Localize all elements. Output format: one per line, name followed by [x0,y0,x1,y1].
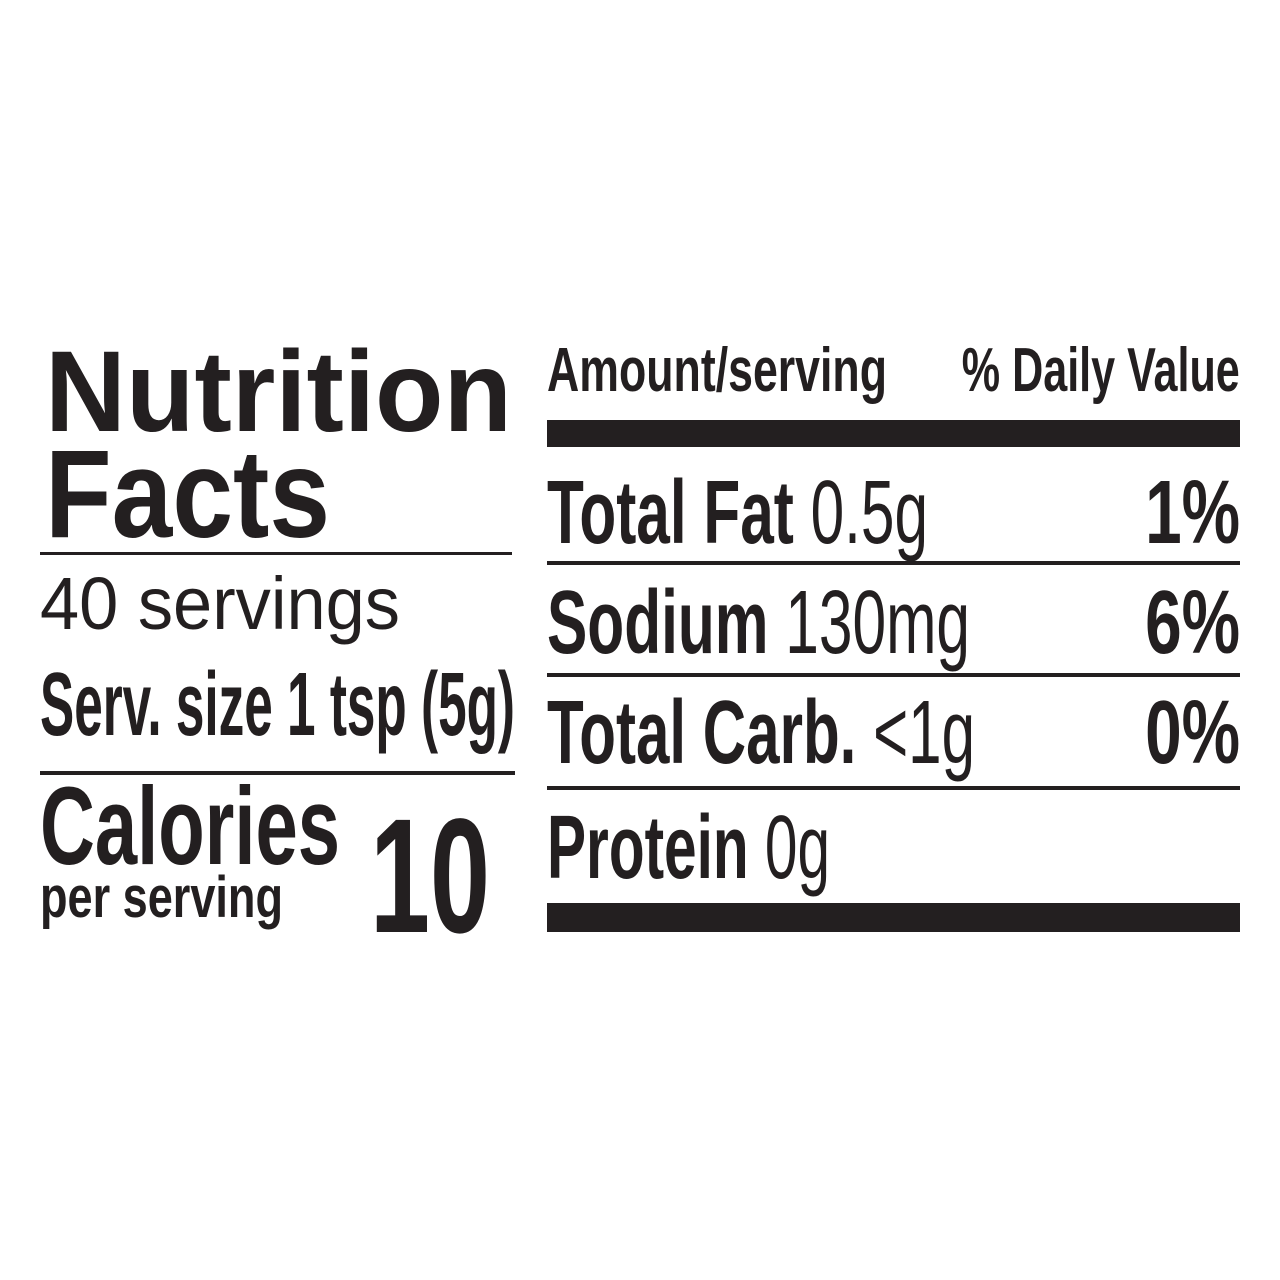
header-amount-per-serving: Amount/serving [547,336,887,405]
nutrient-row-protein: Protein 0g [547,803,830,893]
calories-label: Calories [40,765,340,888]
servings-count: 40 servings [40,562,400,645]
calories-value: 10 [370,784,490,967]
divider [40,771,515,775]
title-facts: Facts [45,425,330,564]
divider [547,561,1240,565]
header-daily-value: % Daily Value [962,336,1240,405]
serving-size: Serv. size 1 tsp (5g) [40,655,515,755]
nutrient-amount: <1g [873,683,975,783]
nutrient-row-sodium: Sodium 130mg [547,578,970,668]
thick-divider [547,420,1240,447]
nutrient-amount: 0g [764,798,830,898]
nutrient-name: Total Carb. [547,683,857,783]
calories-per-serving: per serving [40,865,283,930]
nutrient-amount: 130mg [785,573,970,673]
divider [547,673,1240,677]
nutrient-row-total-fat: Total Fat 0.5g [547,468,928,558]
thick-divider [547,903,1240,932]
title-nutrition: Nutrition [45,328,512,456]
nutrient-name: Protein [547,798,749,898]
divider [547,786,1240,790]
nutrient-amount: 0.5g [810,463,928,563]
nutrient-dv: 6% [1145,573,1240,673]
nutrient-dv: 1% [1145,463,1240,563]
nutrient-dv: 0% [1145,683,1240,783]
nutrient-name: Sodium [547,573,769,673]
nutrient-row-total-carb: Total Carb. <1g [547,688,975,778]
nutrient-name: Total Fat [547,463,794,563]
divider [40,552,512,555]
